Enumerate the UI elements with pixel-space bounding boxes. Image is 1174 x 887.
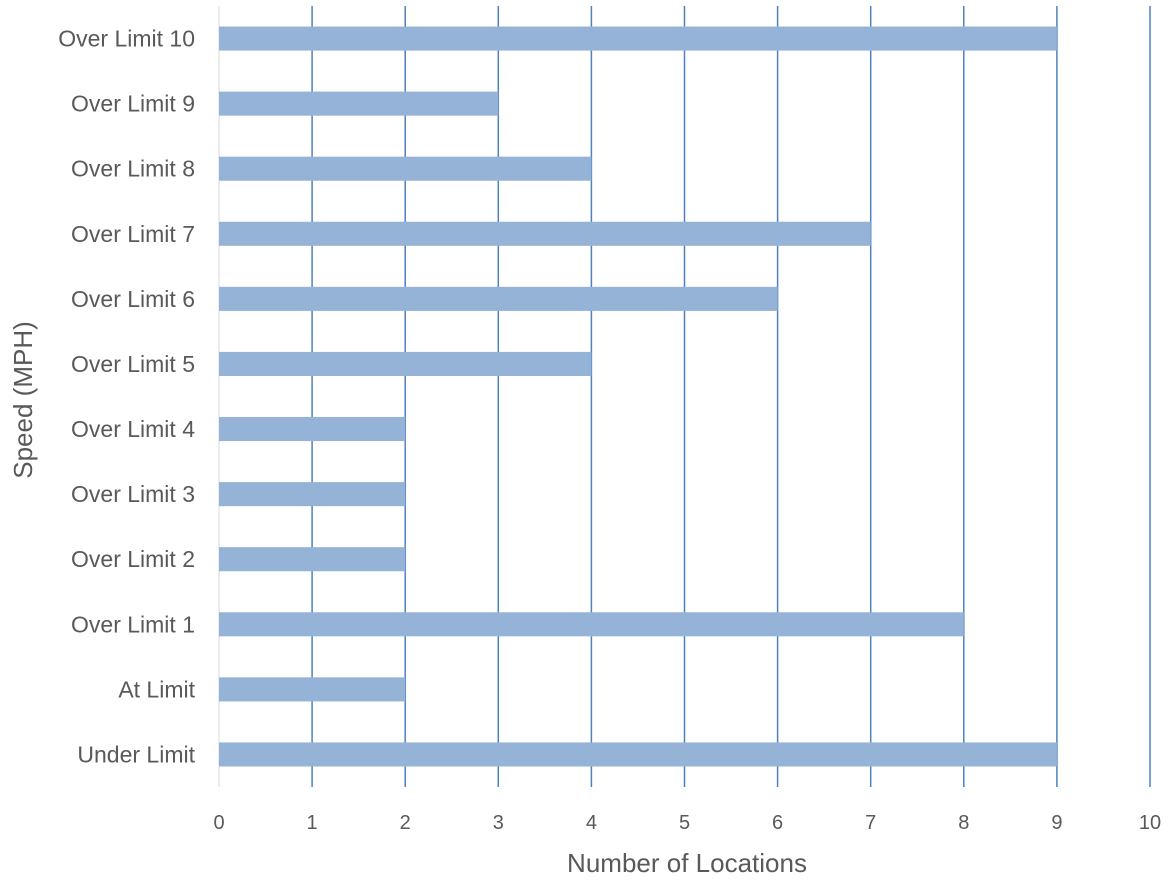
y-tick-label-5: Over Limit 4 [71, 416, 195, 442]
bar-2 [219, 612, 964, 637]
y-tick-label-1: At Limit [118, 676, 195, 702]
x-tick-label-10: 10 [1139, 812, 1161, 834]
bar-9 [219, 156, 592, 181]
bar-10 [219, 91, 499, 116]
y-tick-label-4: Over Limit 3 [71, 481, 195, 507]
bar-5 [219, 417, 406, 442]
y-tick-label-0: Under Limit [77, 741, 195, 767]
y-tick-label-8: Over Limit 7 [71, 221, 195, 247]
x-tick-label-4: 4 [586, 812, 597, 834]
bar-1 [219, 677, 406, 702]
bars [219, 26, 1057, 767]
bar-11 [219, 26, 1057, 51]
y-tick-label-6: Over Limit 5 [71, 351, 195, 377]
y-tick-label-9: Over Limit 8 [71, 156, 195, 182]
y-tick-label-3: Over Limit 2 [71, 546, 195, 572]
y-axis-title: Speed (MPH) [8, 321, 38, 479]
x-tick-label-8: 8 [958, 812, 969, 834]
y-tick-labels: Under Limit At Limit Over Limit 1 Over Limi… [58, 26, 195, 768]
x-tick-label-0: 0 [213, 812, 224, 834]
y-tick-label-7: Over Limit 6 [71, 286, 195, 312]
x-tick-label-2: 2 [400, 812, 411, 834]
bar-3 [219, 547, 406, 572]
y-tick-label-10: Over Limit 9 [71, 91, 195, 117]
x-tick-label-5: 5 [679, 812, 690, 834]
bar-6 [219, 351, 592, 376]
gridlines [218, 6, 1151, 787]
x-tick-label-1: 1 [307, 812, 318, 834]
bar-8 [219, 221, 871, 246]
bar-0 [219, 742, 1057, 767]
x-tick-label-9: 9 [1051, 812, 1062, 834]
x-tick-label-6: 6 [772, 812, 783, 834]
bar-4 [219, 482, 406, 507]
bar-7 [219, 286, 778, 311]
y-tick-label-11: Over Limit 10 [58, 26, 195, 52]
x-tick-label-3: 3 [493, 812, 504, 834]
y-tick-label-2: Over Limit 1 [71, 611, 195, 637]
x-tick-labels: 0 1 2 3 4 5 6 7 8 9 10 [213, 812, 1161, 834]
x-tick-label-7: 7 [865, 812, 876, 834]
x-axis-title: Number of Locations [567, 848, 807, 878]
